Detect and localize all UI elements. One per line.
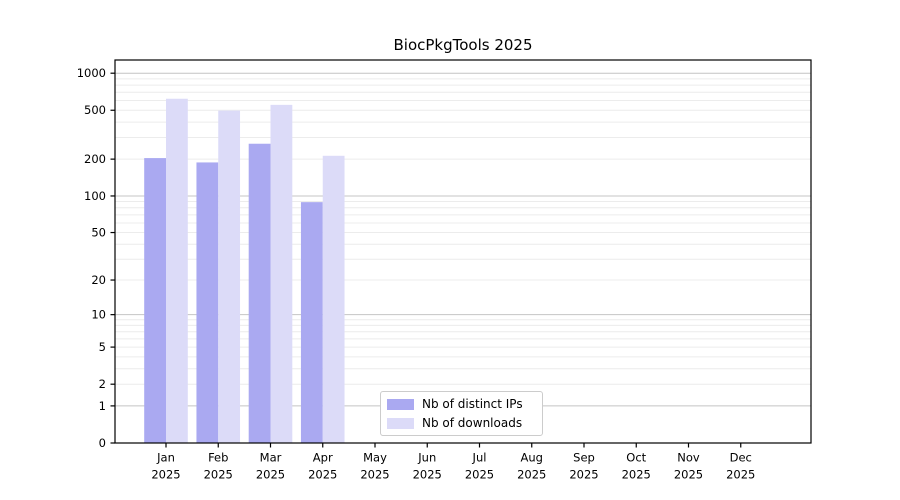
x-tick-label-year-jan: 2025 bbox=[151, 468, 180, 482]
x-tick-label-year-apr: 2025 bbox=[308, 468, 337, 482]
legend-entry-distinct-ips: Nb of distinct IPs bbox=[387, 397, 534, 411]
y-tick-label-20: 20 bbox=[91, 273, 106, 287]
x-tick-label-month-aug: Aug bbox=[521, 451, 543, 465]
y-tick-label-2: 2 bbox=[99, 377, 106, 391]
x-tick-label-month-feb: Feb bbox=[208, 451, 228, 465]
legend-label-distinct-ips: Nb of distinct IPs bbox=[422, 397, 523, 411]
chart-title: BiocPkgTools 2025 bbox=[393, 36, 533, 54]
y-tick-label-500: 500 bbox=[84, 103, 106, 117]
x-tick-label-month-mar: Mar bbox=[260, 451, 282, 465]
x-tick-label-month-jan: Jan bbox=[156, 451, 175, 465]
y-tick-label-5: 5 bbox=[99, 340, 106, 354]
y-tick-label-1: 1 bbox=[99, 399, 106, 413]
x-tick-label-year-dec: 2025 bbox=[726, 468, 755, 482]
distinct-ips-swatch bbox=[387, 398, 414, 410]
y-tick-label-200: 200 bbox=[84, 152, 106, 166]
legend: Nb of distinct IPs Nb of downloads bbox=[380, 391, 543, 436]
x-tick-label-year-oct: 2025 bbox=[622, 468, 651, 482]
x-tick-label-year-may: 2025 bbox=[360, 468, 389, 482]
y-tick-label-50: 50 bbox=[91, 226, 106, 240]
x-tick-label-year-aug: 2025 bbox=[517, 468, 546, 482]
x-tick-label-year-jul: 2025 bbox=[465, 468, 494, 482]
x-tick-label-month-nov: Nov bbox=[677, 451, 700, 465]
y-tick-label-100: 100 bbox=[84, 189, 106, 203]
x-tick-label-year-mar: 2025 bbox=[256, 468, 285, 482]
bar-jan-distinct-ips bbox=[144, 158, 166, 443]
x-tick-label-month-jun: Jun bbox=[417, 451, 436, 465]
downloads-swatch bbox=[387, 417, 414, 429]
x-tick-label-month-dec: Dec bbox=[730, 451, 752, 465]
plot-frame bbox=[114, 59, 812, 444]
bar-jan-downloads bbox=[166, 98, 188, 443]
y-tick-label-1000: 1000 bbox=[77, 66, 106, 80]
bar-feb-downloads bbox=[218, 110, 241, 443]
bar-mar-downloads bbox=[270, 104, 293, 443]
y-tick-label-10: 10 bbox=[91, 308, 106, 322]
x-tick-label-month-jul: Jul bbox=[472, 451, 487, 465]
bar-apr-downloads bbox=[322, 155, 345, 443]
x-tick-label-month-apr: Apr bbox=[313, 451, 333, 465]
x-tick-label-year-jun: 2025 bbox=[413, 468, 442, 482]
x-tick-label-year-nov: 2025 bbox=[674, 468, 703, 482]
legend-entry-downloads: Nb of downloads bbox=[387, 416, 534, 430]
x-tick-label-month-oct: Oct bbox=[626, 451, 646, 465]
x-tick-label-month-may: May bbox=[363, 451, 387, 465]
legend-label-downloads: Nb of downloads bbox=[422, 416, 523, 430]
y-tick-label-0: 0 bbox=[99, 436, 106, 450]
bar-apr-distinct-ips bbox=[300, 202, 323, 443]
x-tick-label-year-sep: 2025 bbox=[569, 468, 598, 482]
x-tick-label-year-feb: 2025 bbox=[204, 468, 233, 482]
x-tick-label-month-sep: Sep bbox=[573, 451, 595, 465]
bar-feb-distinct-ips bbox=[196, 162, 219, 443]
bar-mar-distinct-ips bbox=[248, 143, 271, 443]
